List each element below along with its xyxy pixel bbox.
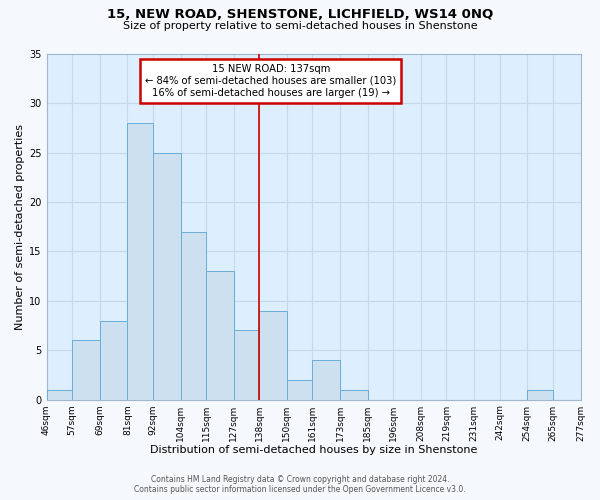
X-axis label: Distribution of semi-detached houses by size in Shenstone: Distribution of semi-detached houses by … bbox=[150, 445, 477, 455]
Bar bbox=[234, 330, 259, 400]
Bar bbox=[181, 232, 206, 400]
Bar bbox=[153, 152, 181, 400]
Bar bbox=[313, 360, 340, 400]
Bar bbox=[287, 380, 313, 400]
Bar bbox=[100, 320, 127, 400]
Bar bbox=[259, 310, 287, 400]
Bar bbox=[340, 390, 368, 400]
Text: 15, NEW ROAD, SHENSTONE, LICHFIELD, WS14 0NQ: 15, NEW ROAD, SHENSTONE, LICHFIELD, WS14… bbox=[107, 8, 493, 20]
Bar bbox=[206, 271, 234, 400]
Bar bbox=[527, 390, 553, 400]
Bar bbox=[127, 123, 153, 400]
Bar bbox=[47, 390, 72, 400]
Y-axis label: Number of semi-detached properties: Number of semi-detached properties bbox=[15, 124, 25, 330]
Text: Contains HM Land Registry data © Crown copyright and database right 2024.
Contai: Contains HM Land Registry data © Crown c… bbox=[134, 474, 466, 494]
Bar bbox=[581, 390, 600, 400]
Text: Size of property relative to semi-detached houses in Shenstone: Size of property relative to semi-detach… bbox=[122, 21, 478, 31]
Text: 15 NEW ROAD: 137sqm
← 84% of semi-detached houses are smaller (103)
16% of semi-: 15 NEW ROAD: 137sqm ← 84% of semi-detach… bbox=[145, 64, 397, 98]
Bar bbox=[72, 340, 100, 400]
